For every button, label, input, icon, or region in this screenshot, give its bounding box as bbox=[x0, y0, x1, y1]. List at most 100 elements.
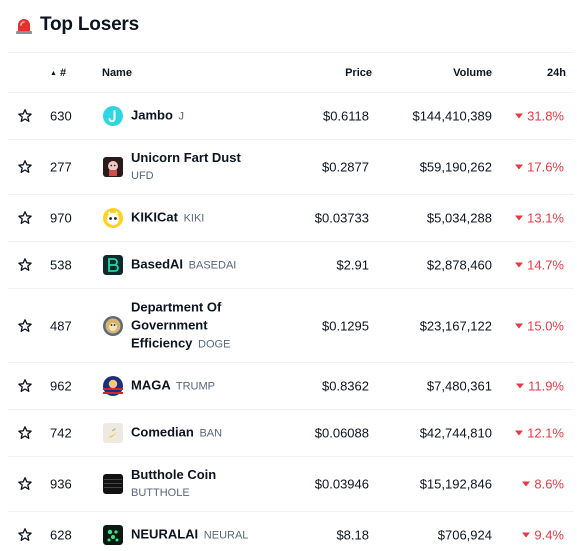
coin-name: KIKICat bbox=[131, 209, 178, 225]
sort-ascending-icon: ▲ bbox=[50, 69, 57, 77]
table-row[interactable]: 487 Department Of Government Efficiency DO… bbox=[8, 289, 574, 363]
coin-name-link[interactable]: Butthole Coin BUTTHOLE bbox=[131, 466, 216, 502]
coin-price: $8.18 bbox=[336, 527, 369, 543]
coin-symbol: BUTTHOLE bbox=[131, 487, 190, 499]
coin-price: $0.1295 bbox=[322, 318, 369, 333]
table-body: 630 Jambo J $0.6118 $144,410,389 31.8% 2… bbox=[8, 93, 574, 551]
coin-change-24h: 14.7% bbox=[515, 258, 564, 273]
star-icon[interactable] bbox=[17, 378, 33, 394]
change-value: 17.6% bbox=[527, 159, 564, 175]
coin-rank: 277 bbox=[50, 159, 72, 175]
table-header: ▲ # Name Price Volume 24h bbox=[8, 53, 574, 93]
coin-volume: $23,167,122 bbox=[419, 318, 492, 333]
caret-down-icon bbox=[516, 383, 525, 389]
coin-volume: $2,878,460 bbox=[426, 257, 492, 273]
coin-name-link[interactable]: NEURALAI NEURAL bbox=[131, 526, 248, 545]
basedai-icon bbox=[103, 255, 123, 275]
caret-down-icon bbox=[515, 215, 524, 221]
coin-rank: 742 bbox=[50, 425, 72, 441]
maga-icon bbox=[103, 376, 123, 396]
comedian-banana-icon bbox=[103, 423, 123, 443]
coin-volume: $15,192,846 bbox=[419, 476, 492, 492]
coin-price: $0.8362 bbox=[322, 378, 369, 394]
column-volume-header[interactable]: Volume bbox=[453, 67, 492, 79]
caret-down-icon bbox=[515, 113, 524, 119]
coin-change-24h: 11.9% bbox=[516, 379, 564, 394]
coin-symbol: J bbox=[178, 110, 185, 123]
coin-name-link[interactable]: Comedian BAN bbox=[131, 424, 222, 443]
coin-price: $0.6118 bbox=[322, 108, 369, 124]
coin-symbol: TRUMP bbox=[175, 380, 215, 393]
coin-name-line: Government bbox=[131, 317, 208, 332]
star-icon[interactable] bbox=[17, 159, 33, 175]
coin-rank: 628 bbox=[50, 527, 72, 543]
table-row[interactable]: 277 Unicorn Fart Dust UFD $0.2877 $59,19… bbox=[8, 140, 574, 195]
coin-symbol: DOGE bbox=[198, 338, 231, 350]
table-row[interactable]: 742 Comedian BAN $0.06088 $42,744,810 12… bbox=[8, 410, 574, 457]
coin-price: $0.03946 bbox=[314, 476, 369, 492]
column-24h-header[interactable]: 24h bbox=[547, 67, 566, 79]
coin-change-24h: 9.4% bbox=[522, 528, 564, 543]
coin-volume: $144,410,389 bbox=[412, 108, 492, 124]
table-row[interactable]: 538 BasedAI BASEDAI $2.91 $2,878,460 14.… bbox=[8, 242, 574, 289]
change-value: 14.7% bbox=[527, 257, 564, 273]
coin-name: MAGA bbox=[131, 377, 171, 393]
table-row[interactable]: 936 Butthole Coin BUTTHOLE $0.03946 $15,… bbox=[8, 457, 574, 512]
coin-rank: 538 bbox=[50, 257, 72, 273]
coin-price: $0.03733 bbox=[314, 210, 369, 226]
star-icon[interactable] bbox=[17, 210, 33, 226]
coin-name-line: Department Of bbox=[131, 299, 222, 314]
coin-volume: $42,744,810 bbox=[419, 425, 492, 441]
jambo-icon bbox=[103, 106, 123, 126]
star-icon[interactable] bbox=[17, 476, 33, 492]
star-icon[interactable] bbox=[17, 425, 33, 441]
star-icon[interactable] bbox=[17, 257, 33, 273]
star-icon[interactable] bbox=[17, 527, 33, 543]
coin-volume: $7,480,361 bbox=[426, 378, 492, 394]
coin-name: Unicorn Fart Dust bbox=[131, 150, 241, 165]
coin-name-link[interactable]: KIKICat KIKI bbox=[131, 209, 204, 228]
losers-table: ▲ # Name Price Volume 24h 630 Jambo J $0… bbox=[8, 52, 574, 551]
change-value: 13.1% bbox=[527, 210, 564, 226]
column-rank-header[interactable]: ▲ # bbox=[50, 67, 66, 79]
change-value: 12.1% bbox=[527, 425, 564, 441]
column-name-header[interactable]: Name bbox=[102, 67, 132, 79]
star-icon[interactable] bbox=[17, 318, 33, 334]
column-price-header[interactable]: Price bbox=[345, 67, 372, 79]
coin-rank: 970 bbox=[50, 210, 72, 226]
change-value: 11.9% bbox=[528, 378, 564, 394]
coin-name-link[interactable]: Unicorn Fart Dust UFD bbox=[131, 149, 241, 185]
table-row[interactable]: 630 Jambo J $0.6118 $144,410,389 31.8% bbox=[8, 93, 574, 140]
coin-rank: 487 bbox=[50, 318, 72, 333]
coin-name-link[interactable]: Department Of Government Efficiency DOGE bbox=[131, 298, 230, 353]
coin-change-24h: 17.6% bbox=[515, 160, 564, 175]
coin-name: BasedAI bbox=[131, 256, 184, 272]
table-row[interactable]: 962 MAGA TRUMP $0.8362 $7,480,361 11.9% bbox=[8, 363, 574, 410]
coin-symbol: NEURAL bbox=[203, 529, 249, 542]
coin-volume: $5,034,288 bbox=[426, 210, 492, 226]
caret-down-icon bbox=[522, 481, 531, 487]
column-rank-label: # bbox=[59, 67, 67, 79]
coin-rank: 630 bbox=[50, 108, 72, 124]
coin-change-24h: 8.6% bbox=[522, 477, 564, 492]
coin-name: Jambo bbox=[131, 107, 173, 123]
table-row[interactable]: 970 KIKICat KIKI $0.03733 $5,034,288 13.… bbox=[8, 195, 574, 242]
change-value: 9.4% bbox=[534, 527, 564, 543]
coin-volume: $59,190,262 bbox=[419, 159, 492, 175]
change-value: 31.8% bbox=[527, 108, 564, 124]
coin-name-link[interactable]: Jambo J bbox=[131, 107, 184, 126]
coin-change-24h: 15.0% bbox=[515, 318, 564, 333]
star-icon[interactable] bbox=[17, 108, 33, 124]
siren-icon bbox=[14, 15, 34, 35]
coin-change-24h: 13.1% bbox=[515, 211, 564, 226]
coin-name-link[interactable]: MAGA TRUMP bbox=[131, 377, 215, 396]
coin-name: NEURALAI bbox=[131, 526, 199, 542]
page-title: Top Losers bbox=[40, 14, 139, 35]
table-row[interactable]: 628 NEURALAI NEURAL $8.18 $706,924 9.4% bbox=[8, 512, 574, 551]
coin-name: Comedian bbox=[131, 424, 194, 440]
caret-down-icon bbox=[515, 164, 524, 170]
coin-name-link[interactable]: BasedAI BASEDAI bbox=[131, 256, 236, 275]
coin-symbol: BASEDAI bbox=[188, 259, 237, 272]
unicorn-fart-dust-icon bbox=[103, 157, 123, 177]
